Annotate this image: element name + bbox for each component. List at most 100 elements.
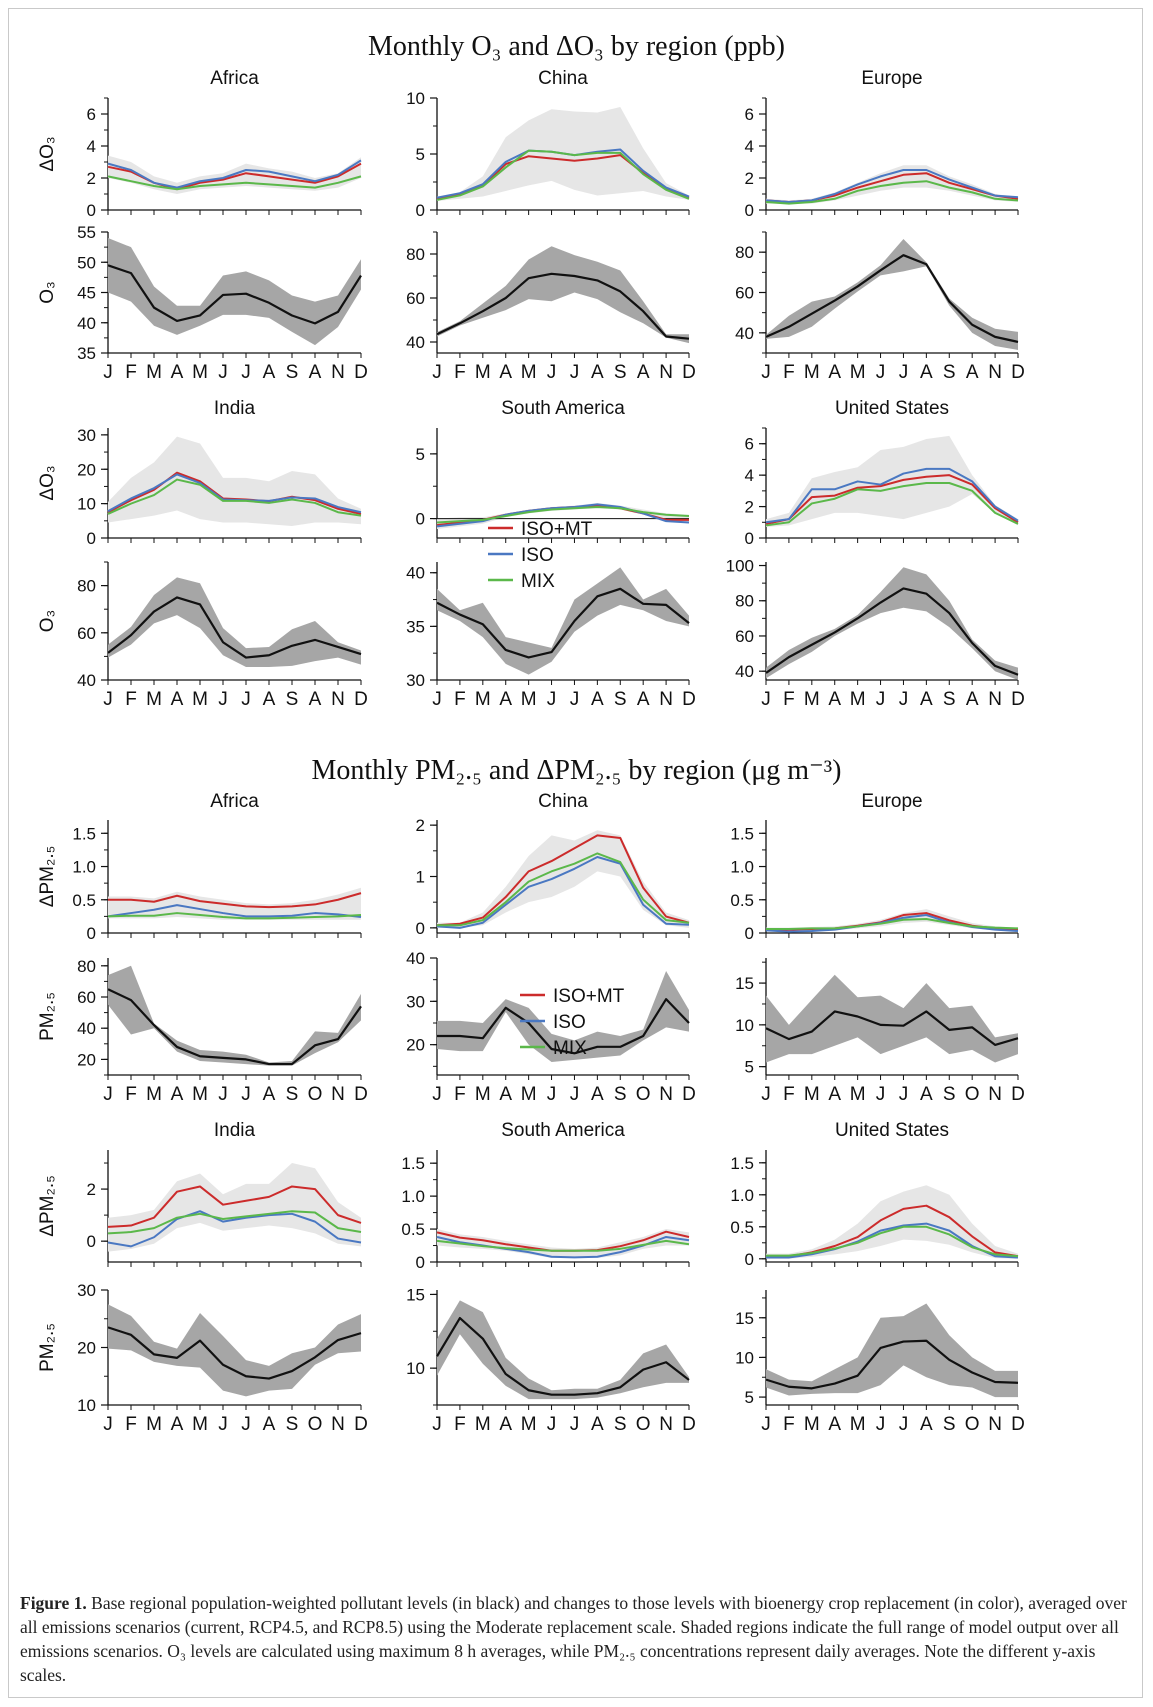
delta-series-line <box>107 1210 362 1248</box>
month-label: S <box>614 362 627 383</box>
month-label: J <box>241 689 251 710</box>
month-label: A <box>920 1414 933 1435</box>
y-tick-label: 60 <box>406 289 425 308</box>
month-label: J <box>570 1414 580 1435</box>
base-range-band <box>766 567 1018 680</box>
month-label: S <box>286 689 299 710</box>
month-label: M <box>192 1084 208 1105</box>
month-label: O <box>308 1414 323 1435</box>
base-series-line <box>107 1326 362 1380</box>
y-tick-label: 0.5 <box>401 1220 425 1239</box>
delta-series-line <box>436 503 690 528</box>
y-tick-label: 80 <box>77 957 96 976</box>
month-label: D <box>354 689 368 710</box>
y-tick-label: 60 <box>735 284 754 303</box>
month-label: M <box>850 1084 866 1105</box>
delta-series-line <box>108 892 362 909</box>
month-label: J <box>432 362 442 383</box>
delta-panel: 0 2 4 6 ΔO₃ <box>37 97 362 220</box>
month-label: J <box>899 1414 909 1435</box>
y-axis-label: ΔO₃ <box>37 465 58 500</box>
panel-title: South America <box>501 398 625 419</box>
month-label: A <box>499 689 512 710</box>
delta-range-band <box>108 887 361 920</box>
panel-title: India <box>214 398 256 419</box>
month-label: A <box>920 1084 933 1105</box>
month-label: D <box>354 1084 368 1105</box>
y-tick-label: 20 <box>77 460 96 479</box>
base-range-band <box>108 1304 361 1397</box>
month-label: J <box>547 1414 557 1435</box>
month-label: A <box>499 362 512 383</box>
y-tick-label: 20 <box>77 1339 96 1358</box>
month-label: A <box>920 362 933 383</box>
month-label: F <box>125 362 137 383</box>
y-tick-label: 35 <box>77 344 96 363</box>
month-label: A <box>828 1414 841 1435</box>
month-label: A <box>966 362 979 383</box>
month-label: A <box>499 1084 512 1105</box>
base-series-line <box>107 988 362 1066</box>
delta-series-line <box>765 474 1019 525</box>
month-label: J <box>761 362 771 383</box>
month-label: F <box>454 689 466 710</box>
month-label: A <box>309 362 322 383</box>
delta-panel: 0 1 2 <box>416 816 690 938</box>
y-axis-label: ΔPM₂.₅ <box>37 846 58 908</box>
month-label: J <box>876 1084 886 1105</box>
delta-range-band <box>437 830 689 928</box>
y-tick-label: 2 <box>416 816 425 835</box>
month-label: D <box>682 1084 696 1105</box>
month-label: F <box>454 1084 466 1105</box>
y-tick-label: 10 <box>735 1016 754 1035</box>
y-tick-label: 5 <box>745 1388 754 1407</box>
month-label: A <box>828 689 841 710</box>
delta-range-band <box>766 1185 1018 1259</box>
y-tick-label: 40 <box>406 333 425 352</box>
y-axis-label: O₃ <box>37 281 58 304</box>
month-label: F <box>125 689 137 710</box>
delta-range-band <box>108 1163 361 1252</box>
o3-section-title: Monthly O₃ and ΔO₃ by region (ppb) <box>367 31 786 62</box>
base-range-band <box>108 238 361 346</box>
month-label: N <box>331 1414 345 1435</box>
y-tick-label: 1.0 <box>730 858 754 877</box>
month-label: J <box>570 689 580 710</box>
y-tick-label: 4 <box>87 137 96 156</box>
y-tick-label: 1.0 <box>72 858 96 877</box>
y-tick-label: 0 <box>87 529 96 548</box>
panel-title: United States <box>835 398 949 419</box>
month-label: F <box>783 1084 795 1105</box>
y-tick-label: 0.5 <box>730 1218 754 1237</box>
month-label: M <box>850 1414 866 1435</box>
y-tick-label: 1.0 <box>730 1186 754 1205</box>
y-tick-label: 40 <box>77 1019 96 1038</box>
month-label: D <box>682 1414 696 1435</box>
y-tick-label: 15 <box>406 1285 425 1304</box>
delta-panel: 0 2 ΔPM₂.₅ <box>37 1150 362 1267</box>
y-tick-label: 0 <box>416 1253 425 1272</box>
y-tick-label: 2 <box>87 1180 96 1199</box>
delta-series-line <box>437 852 690 927</box>
month-label: J <box>432 1084 442 1105</box>
month-label: J <box>218 1084 228 1105</box>
month-label: J <box>547 362 557 383</box>
y-tick-label: 0 <box>745 1250 754 1269</box>
delta-series-line <box>107 912 362 920</box>
panel-title: Europe <box>861 68 922 89</box>
base-panel: 10 15 <box>406 1285 690 1410</box>
month-label: M <box>475 1084 491 1105</box>
month-label: J <box>761 1084 771 1105</box>
y-tick-label: 0 <box>416 510 425 529</box>
y-tick-label: 80 <box>735 243 754 262</box>
y-tick-label: 60 <box>77 988 96 1007</box>
y-tick-label: 10 <box>77 1396 96 1415</box>
y-tick-label: 40 <box>406 949 425 968</box>
y-tick-label: 5 <box>745 1058 754 1077</box>
month-label: J <box>241 362 251 383</box>
base-panel: 10 20 30 PM₂.₅ <box>37 1281 362 1415</box>
month-label: A <box>171 1084 184 1105</box>
y-tick-label: 30 <box>406 992 425 1011</box>
delta-range-band <box>108 436 361 526</box>
